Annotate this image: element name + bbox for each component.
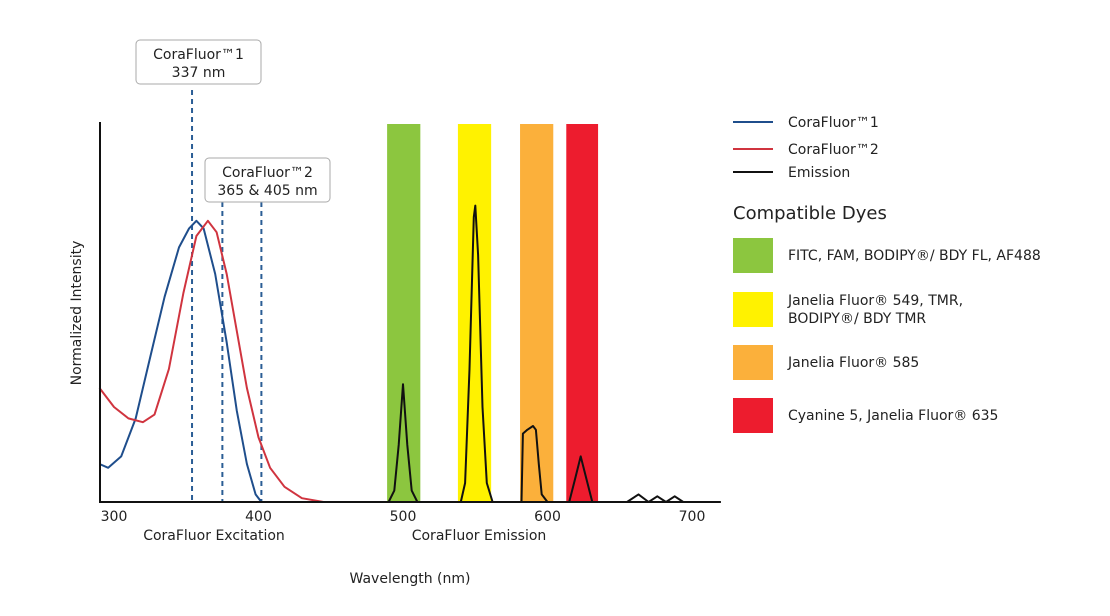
dyes-title: Compatible Dyes: [733, 203, 887, 224]
dye-band-1: [457, 124, 492, 502]
x-tick-label-1: 400: [245, 509, 272, 525]
legend-label-0: CoraFluor™1: [788, 115, 879, 131]
excitation-label-box-1: [204, 157, 331, 203]
dye-band-0: [387, 124, 421, 502]
dye-label-2-0: Janelia Fluor® 585: [787, 355, 919, 371]
dye-swatch-0: [733, 238, 773, 273]
dye-swatch-3: [733, 398, 773, 433]
x-tick-label-2: 500: [390, 509, 417, 525]
x-tick-label-4: 700: [679, 509, 706, 525]
dye-label-0-0: FITC, FAM, BODIPY®/ BDY FL, AF488: [788, 248, 1041, 264]
dye-label-3-0: Cyanine 5, Janelia Fluor® 635: [788, 408, 998, 424]
series-line-0: [99, 219, 263, 503]
x-axis-title: Wavelength (nm): [350, 571, 471, 587]
dye-band-3: [566, 124, 599, 502]
legend-label-2: Emission: [788, 165, 850, 181]
x-section-label-excitation: CoraFluor Excitation: [143, 528, 285, 544]
dye-swatch-2: [733, 345, 773, 380]
series-line-2: [345, 204, 721, 503]
dye-label-1-0: Janelia Fluor® 549, TMR,: [787, 293, 963, 309]
x-tick-label-0: 300: [101, 509, 128, 525]
x-tick-label-3: 600: [534, 509, 561, 525]
excitation-label-name-0: CoraFluor™1: [153, 47, 244, 63]
excitation-label-value-1: 365 & 405 nm: [217, 183, 317, 199]
dye-label-1-1: BODIPY®/ BDY TMR: [788, 311, 926, 327]
x-section-label-emission: CoraFluor Emission: [412, 528, 547, 544]
legend-label-1: CoraFluor™2: [788, 142, 879, 158]
excitation-label-name-1: CoraFluor™2: [222, 165, 313, 181]
y-axis-title: Normalized Intensity: [69, 241, 85, 386]
series-line-1: [98, 219, 346, 503]
excitation-label-value-0: 337 nm: [172, 65, 226, 81]
dye-swatch-1: [733, 292, 773, 327]
excitation-label-box-0: [135, 39, 262, 85]
